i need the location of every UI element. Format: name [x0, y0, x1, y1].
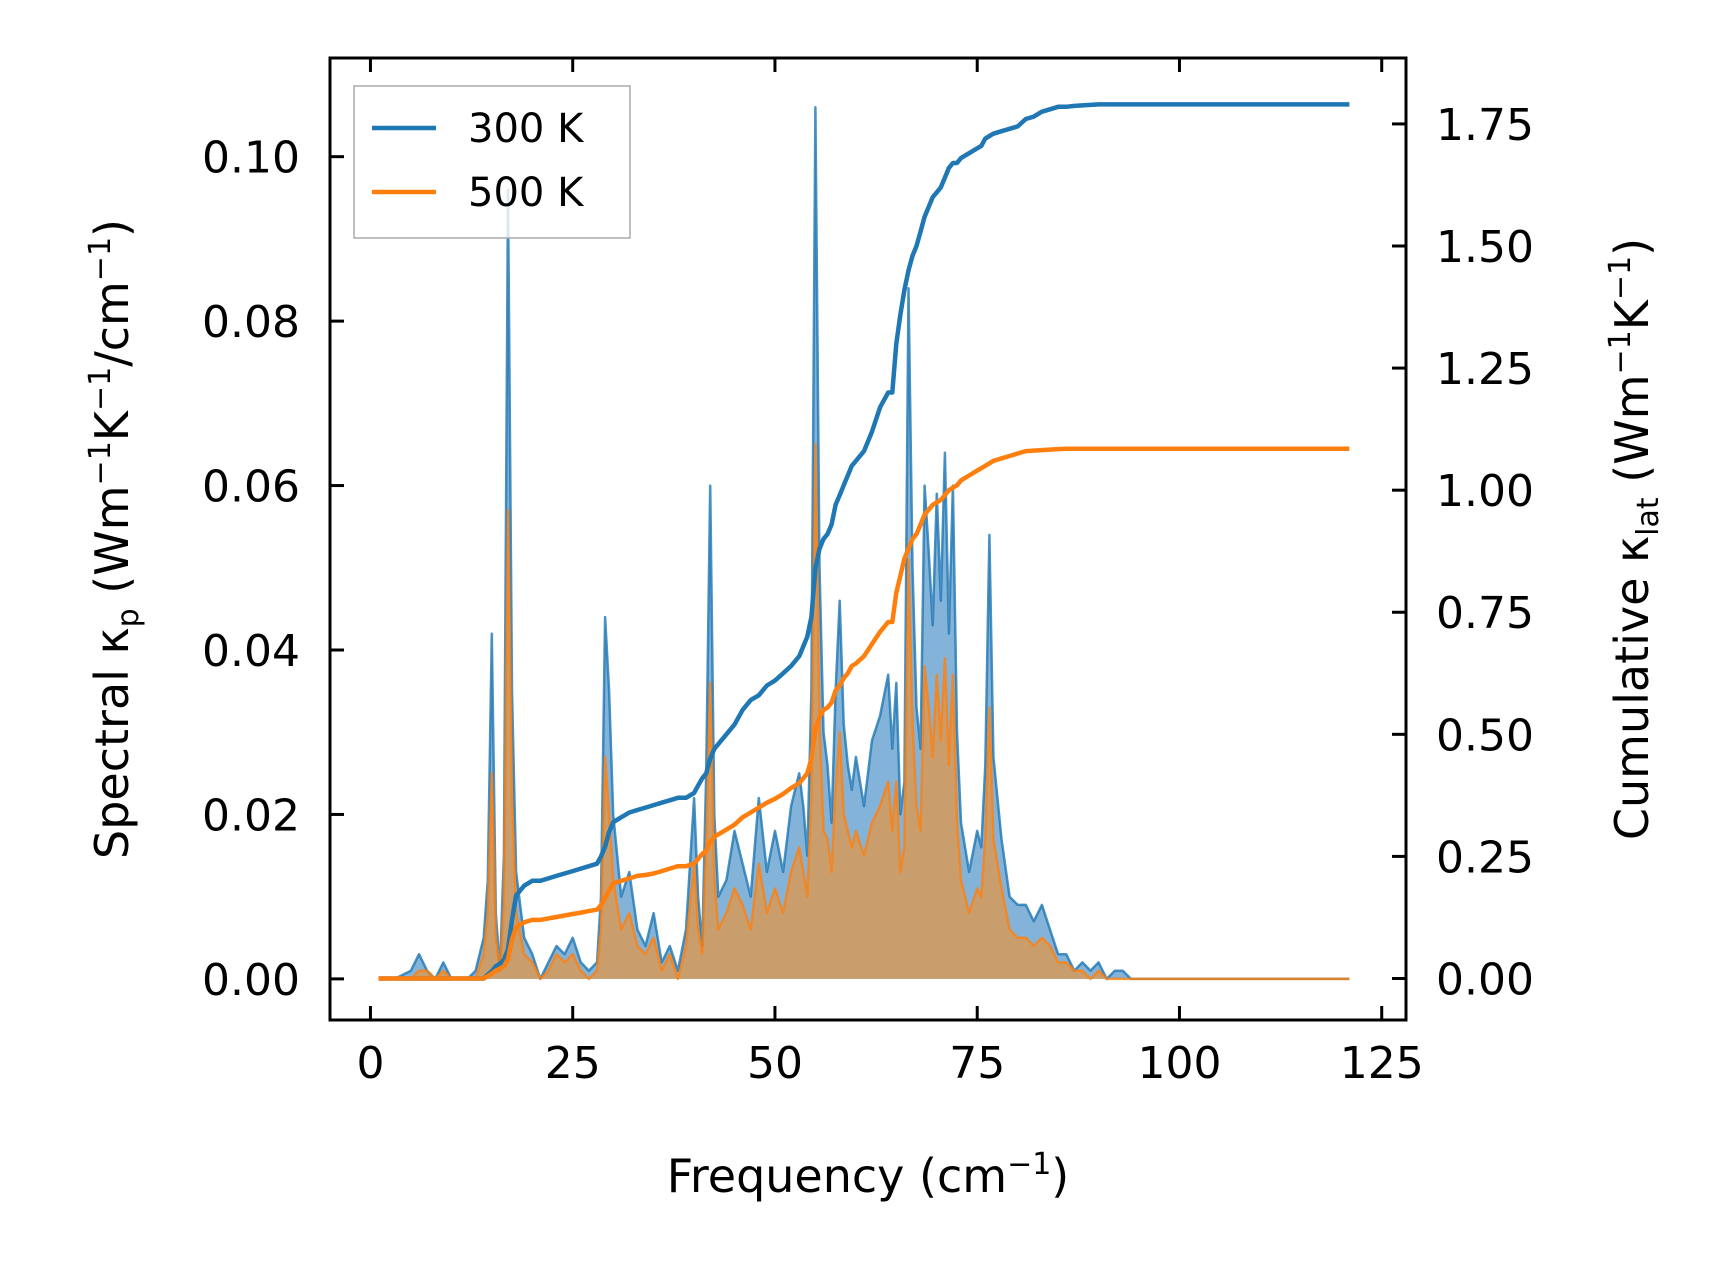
- y-right-tick-label: 1.75: [1436, 100, 1534, 151]
- spectral-area-500k: [378, 444, 1350, 979]
- legend: 300 K 500 K: [353, 85, 631, 239]
- y-left-tick-label: 0.06: [202, 462, 300, 513]
- cumulative-line-500k: [378, 446, 1350, 981]
- y-right-tick-label: 1.50: [1436, 222, 1534, 273]
- y-right-tick-label: 0.75: [1436, 588, 1534, 639]
- y-right-tick-label: 0.50: [1436, 710, 1534, 761]
- y-left-tick-label: 0.00: [202, 955, 300, 1006]
- y-right-tick-label: 0.25: [1436, 832, 1534, 883]
- y-left-tick-label: 0.04: [202, 626, 300, 677]
- spectral-line-500k: [378, 443, 1350, 981]
- x-tick-label: 125: [1340, 1038, 1424, 1089]
- legend-box: [353, 85, 631, 239]
- x-tick-label: 25: [545, 1038, 601, 1089]
- y-left-tick-label: 0.10: [202, 133, 300, 184]
- x-tick-label: 0: [356, 1038, 384, 1089]
- plot-area: [378, 102, 1350, 981]
- x-axis-label: Frequency (cm−1): [667, 1147, 1070, 1203]
- y-axis-right-label: Cumulative κlat (Wm−1K−1): [1603, 238, 1666, 840]
- y-right-tick-label: 0.00: [1436, 954, 1534, 1005]
- x-tick-label: 50: [747, 1038, 803, 1089]
- plot-frame: [328, 56, 1408, 1022]
- cumulative-line-300k: [378, 102, 1350, 981]
- x-tick-label: 75: [949, 1038, 1005, 1089]
- y-left-tick-label: 0.08: [202, 297, 300, 348]
- spectral-line-300k: [378, 106, 1350, 981]
- y-axis-left-label: Spectral κp (Wm−1K−1/cm−1): [83, 219, 146, 859]
- y-left-tick-label: 0.02: [202, 790, 300, 841]
- x-tick-label: 100: [1137, 1038, 1221, 1089]
- y-right-tick-label: 1.25: [1436, 344, 1534, 395]
- legend-label-300k: 300 K: [468, 106, 585, 152]
- legend-label-500k: 500 K: [468, 170, 585, 216]
- y-right-tick-label: 1.00: [1436, 466, 1534, 517]
- axes: 0 25 50 75 100 1250.000.020.040.060.080.100.0…: [202, 58, 1534, 1089]
